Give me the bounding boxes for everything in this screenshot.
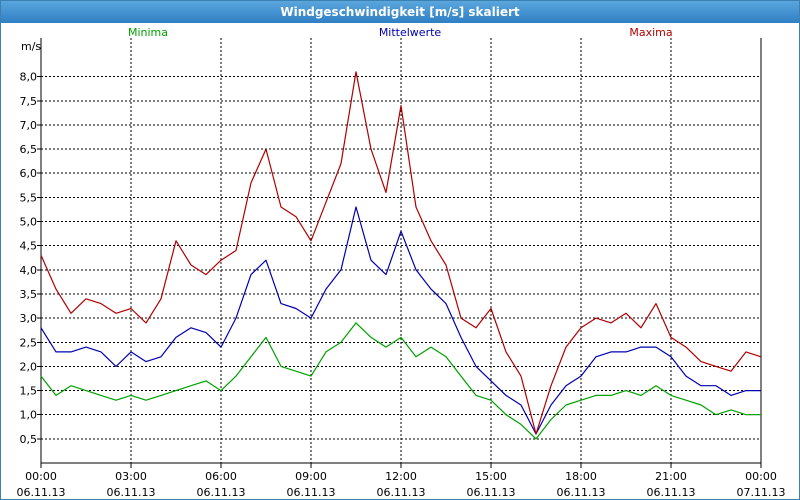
y-tick-label: 5,0 <box>20 216 38 229</box>
y-tick-label: 6,0 <box>20 167 38 180</box>
x-tick-date: 06.11.13 <box>17 486 66 499</box>
series-line-mittelwerte <box>40 206 761 435</box>
x-tick-time: 15:00 <box>475 470 507 483</box>
y-tick-label: 0,5 <box>20 433 38 446</box>
x-tick-date: 06.11.13 <box>197 486 246 499</box>
x-tick-time: 09:00 <box>295 470 327 483</box>
series-line-minima <box>40 322 761 440</box>
grid <box>41 38 762 463</box>
y-tick-label: 8,0 <box>20 71 38 84</box>
x-tick-date: 06.11.13 <box>107 486 156 499</box>
y-tick-label: 4,0 <box>20 264 38 277</box>
x-tick-labels: 00:00 06.11.13 03:00 06.11.13 06:00 06.11.13 0… <box>17 463 786 499</box>
x-tick-time: 21:00 <box>655 470 687 483</box>
y-tick-label: 2,5 <box>20 336 38 349</box>
wind-speed-chart: m/s 0,5 1,0 1,5 2,0 2,5 3,0 3,5 4,0 4,5 5,0 5,5 6,0… <box>17 26 786 499</box>
legend-maxima: Maxima <box>629 26 672 39</box>
x-tick-time: 00:00 <box>745 470 777 483</box>
y-tick-label: 6,5 <box>20 143 38 156</box>
x-tick-date: 06.11.13 <box>377 486 426 499</box>
y-tick-label: 1,5 <box>20 385 38 398</box>
y-tick-label: 3,5 <box>20 288 38 301</box>
y-tick-label: 5,5 <box>20 191 38 204</box>
y-tick-label: 2,0 <box>20 360 38 373</box>
y-axis-label: m/s <box>21 40 41 53</box>
legend-minima: Minima <box>128 26 168 39</box>
y-tick-label: 7,0 <box>20 119 38 132</box>
legend: Minima Mittelwerte Maxima <box>128 26 673 39</box>
x-tick-date: 07.11.13 <box>737 486 786 499</box>
x-tick-date: 06.11.13 <box>287 486 336 499</box>
x-tick-time: 03:00 <box>115 470 147 483</box>
x-tick-date: 06.11.13 <box>557 486 606 499</box>
x-tick-time: 06:00 <box>205 470 237 483</box>
x-tick-time: 12:00 <box>385 470 417 483</box>
y-tick-label: 1,0 <box>20 409 38 422</box>
y-tick-labels: 0,5 1,0 1,5 2,0 2,5 3,0 3,5 4,0 4,5 5,0 5,5 6,0 6,5 7… <box>20 71 41 446</box>
legend-mittelwerte: Mittelwerte <box>379 26 442 39</box>
x-tick-time: 18:00 <box>565 470 597 483</box>
series-lines <box>40 71 762 440</box>
y-tick-label: 3,0 <box>20 312 38 325</box>
window-title: Windgeschwindigkeit [m/s] skaliert <box>1 1 799 23</box>
x-tick-date: 06.11.13 <box>647 486 696 499</box>
y-tick-label: 4,5 <box>20 240 38 253</box>
x-tick-date: 06.11.13 <box>467 486 516 499</box>
x-tick-time: 00:00 <box>25 470 57 483</box>
series-line-maxima <box>40 71 762 435</box>
y-tick-label: 7,5 <box>20 95 38 108</box>
